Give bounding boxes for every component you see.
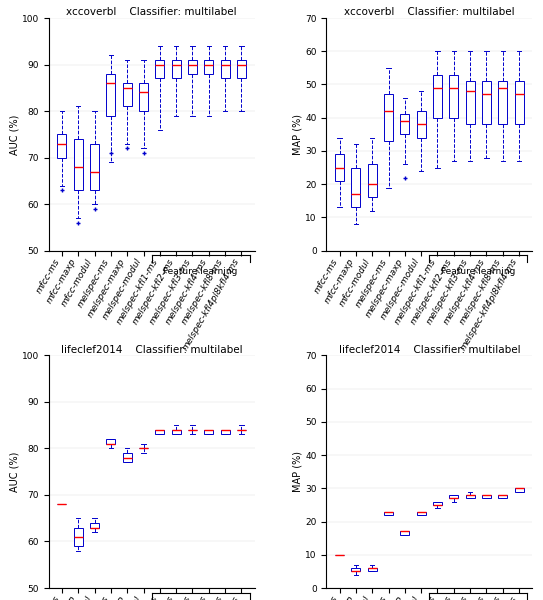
PathPatch shape xyxy=(498,495,507,498)
PathPatch shape xyxy=(172,60,181,79)
PathPatch shape xyxy=(466,81,475,124)
PathPatch shape xyxy=(351,167,361,208)
PathPatch shape xyxy=(106,439,115,444)
PathPatch shape xyxy=(400,115,409,134)
PathPatch shape xyxy=(220,60,230,79)
Y-axis label: MAP (%): MAP (%) xyxy=(293,114,302,155)
PathPatch shape xyxy=(90,523,99,527)
PathPatch shape xyxy=(74,527,83,546)
PathPatch shape xyxy=(155,60,165,79)
PathPatch shape xyxy=(384,94,393,141)
Title: xccoverbl    Classifier: multilabel: xccoverbl Classifier: multilabel xyxy=(66,7,237,17)
PathPatch shape xyxy=(400,532,409,535)
PathPatch shape xyxy=(515,488,523,491)
PathPatch shape xyxy=(123,453,132,463)
PathPatch shape xyxy=(498,81,507,124)
PathPatch shape xyxy=(204,60,213,74)
PathPatch shape xyxy=(416,111,426,137)
Y-axis label: AUC (%): AUC (%) xyxy=(9,114,19,155)
PathPatch shape xyxy=(416,512,426,515)
PathPatch shape xyxy=(188,60,197,74)
Title: lifeclef2014    Classifier: multilabel: lifeclef2014 Classifier: multilabel xyxy=(61,344,243,355)
PathPatch shape xyxy=(58,134,66,158)
PathPatch shape xyxy=(515,81,523,124)
PathPatch shape xyxy=(384,512,393,515)
PathPatch shape xyxy=(74,139,83,190)
PathPatch shape xyxy=(466,495,475,498)
PathPatch shape xyxy=(449,74,458,118)
Y-axis label: AUC (%): AUC (%) xyxy=(9,451,19,492)
PathPatch shape xyxy=(220,430,230,434)
Text: Feature learning: Feature learning xyxy=(163,267,238,276)
PathPatch shape xyxy=(123,83,132,106)
PathPatch shape xyxy=(172,430,181,434)
PathPatch shape xyxy=(368,568,377,571)
PathPatch shape xyxy=(433,502,442,505)
PathPatch shape xyxy=(482,495,491,498)
PathPatch shape xyxy=(449,495,458,498)
PathPatch shape xyxy=(482,81,491,124)
PathPatch shape xyxy=(237,60,246,79)
PathPatch shape xyxy=(139,83,148,111)
Title: xccoverbl    Classifier: multilabel: xccoverbl Classifier: multilabel xyxy=(344,7,515,17)
PathPatch shape xyxy=(155,430,165,434)
Y-axis label: MAP (%): MAP (%) xyxy=(293,451,302,492)
Title: lifeclef2014    Classifier: multilabel: lifeclef2014 Classifier: multilabel xyxy=(338,344,520,355)
PathPatch shape xyxy=(433,74,442,118)
PathPatch shape xyxy=(106,74,115,116)
PathPatch shape xyxy=(351,568,361,571)
PathPatch shape xyxy=(90,143,99,190)
Text: Feature learning: Feature learning xyxy=(441,267,515,276)
PathPatch shape xyxy=(368,164,377,197)
PathPatch shape xyxy=(335,154,344,181)
PathPatch shape xyxy=(204,430,213,434)
